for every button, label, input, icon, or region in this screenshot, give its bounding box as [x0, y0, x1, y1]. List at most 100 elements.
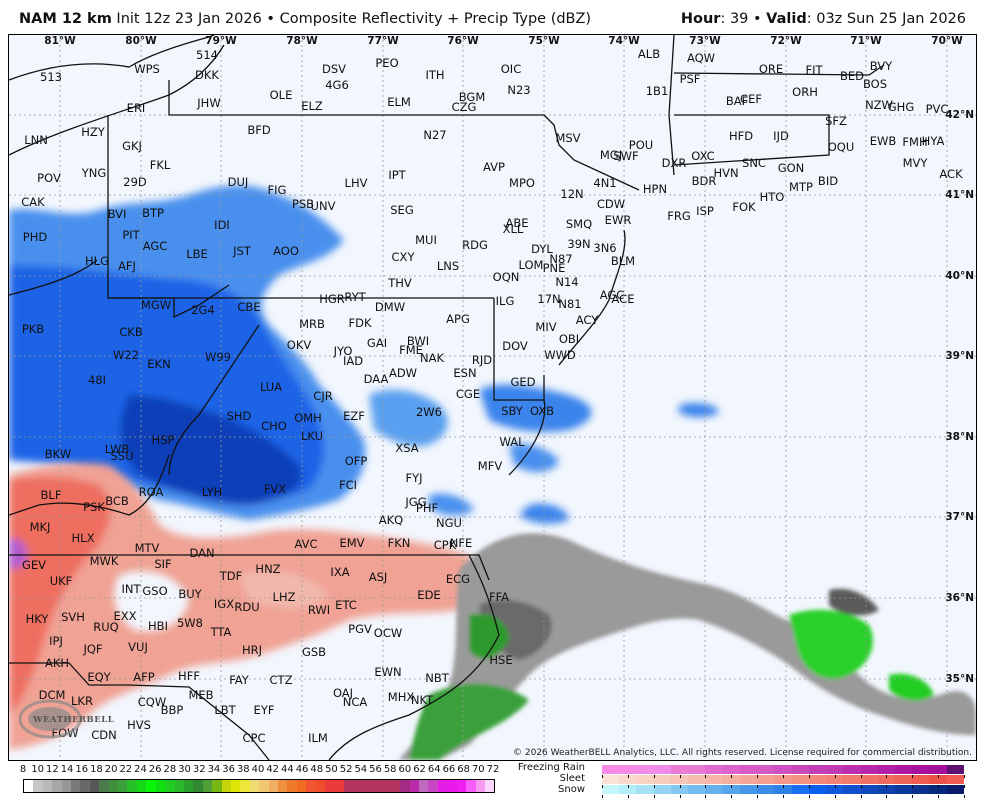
sleet-color-bar: [602, 775, 964, 784]
station-label: PSB: [291, 197, 315, 211]
station-label: HZY: [81, 125, 105, 139]
tick-mark: [679, 785, 681, 788]
sleet-swatch: [860, 775, 878, 784]
station-label: CHO: [261, 419, 287, 433]
snow-swatch: [705, 785, 723, 794]
dbz-tick-label: 72: [486, 764, 500, 775]
lat-label: 36°N: [945, 592, 974, 604]
state-borders: [9, 35, 885, 760]
dbz-tick-label: 36: [222, 764, 235, 775]
freezing-rain-swatch: [894, 765, 913, 774]
dbz-tick-label: 46: [295, 764, 309, 775]
snow-swatch: [774, 785, 792, 794]
dbz-tick-label: 16: [75, 764, 89, 775]
dbz-swatch: [249, 780, 260, 792]
tick-mark: [783, 795, 784, 798]
lon-label: 71°W: [850, 35, 882, 47]
dbz-swatch: [240, 780, 250, 792]
station-label: CPC: [242, 731, 266, 745]
sleet-swatch: [653, 775, 671, 784]
station-label: HBI: [148, 619, 168, 633]
station-label: DAA: [363, 372, 389, 386]
weather-map: 81°W 80°W 79°W 78°W 77°W 76°W 75°W 74°W …: [8, 34, 977, 761]
station-label: W22: [112, 348, 140, 362]
dbz-swatch: [484, 780, 495, 792]
station-label: MUI: [415, 233, 437, 247]
station-label: 2G4: [191, 303, 215, 317]
dbz-tick-label: 28: [163, 764, 177, 775]
dbz-swatch: [372, 780, 382, 792]
dbz-swatch: [428, 780, 438, 792]
sleet-swatch: [894, 775, 913, 784]
station-label: JYO: [333, 344, 353, 358]
station-label: MHX: [387, 690, 415, 704]
station-label: DAN: [189, 546, 215, 560]
model-name: NAM 12 km: [19, 11, 112, 27]
station-label: MEB: [188, 688, 214, 702]
station-label: PNE: [542, 261, 566, 275]
tick-mark: [705, 785, 707, 788]
tick-mark: [653, 795, 655, 798]
station-label: HLG: [85, 254, 109, 268]
station-label: AGC: [142, 239, 168, 253]
dbz-tick-label: 18: [90, 764, 103, 775]
dbz-tick-label: 44: [281, 764, 294, 775]
dbz-swatch: [409, 780, 420, 792]
tick-mark: [679, 795, 681, 798]
tick-mark: [602, 775, 603, 778]
station-label: ALB: [637, 47, 661, 61]
station-label: SBY: [501, 404, 523, 418]
snow-swatch: [688, 785, 706, 794]
freezing-rain-swatch: [860, 765, 878, 774]
station-label: AOO: [273, 244, 299, 258]
lat-label: 40°N: [945, 270, 974, 282]
station-label: CDN: [91, 728, 117, 742]
station-label: ACE: [611, 292, 635, 306]
station-label: BVY: [869, 59, 893, 73]
tick-mark: [653, 775, 655, 778]
station-label: LYH: [201, 485, 223, 499]
dbz-swatch: [212, 780, 222, 792]
station-label: EWB: [869, 134, 897, 148]
tick-mark: [860, 795, 862, 798]
snow-swatch: [860, 785, 878, 794]
dbz-swatch: [155, 780, 166, 792]
dbz-swatch: [80, 780, 90, 792]
station-label: RWI: [307, 603, 331, 617]
station-label: BKW: [44, 447, 72, 461]
sleet-swatch: [722, 775, 740, 784]
station-label: EQY: [87, 670, 111, 684]
dbz-swatch: [42, 780, 53, 792]
snow-swatch: [722, 785, 740, 794]
station-label: SSU: [110, 449, 134, 463]
hour-label: Hour: [680, 11, 721, 27]
freezing-rain-color-bar: [602, 765, 964, 774]
station-label: HNZ: [255, 562, 281, 576]
station-label: JHW: [197, 96, 221, 110]
dbz-swatch: [24, 780, 34, 792]
tick-mark: [964, 795, 965, 798]
snow-area: [9, 185, 719, 524]
tick-mark: [705, 795, 707, 798]
lon-label: 74°W: [608, 35, 640, 47]
station-label: LHV: [344, 176, 368, 190]
tick-mark: [627, 795, 629, 798]
dbz-tick-label: 52: [339, 764, 353, 775]
dbz-swatch: [353, 780, 363, 792]
snow-swatch: [929, 785, 947, 794]
lon-label: 76°W: [447, 35, 479, 47]
dbz-tick-label: 30: [178, 764, 191, 775]
station-label: LWB: [104, 442, 130, 456]
station-label: NFE: [449, 536, 473, 550]
station-label: POU: [628, 138, 654, 152]
station-label: CZG: [451, 100, 477, 114]
valid-value: : 03z Sun 25 Jan 2026: [806, 11, 966, 27]
station-label: ETC: [335, 598, 357, 612]
station-label: WAL: [499, 435, 525, 449]
freezing-rain-swatch: [912, 765, 930, 774]
snow-swatch: [757, 785, 775, 794]
tick-mark: [783, 775, 784, 778]
copyright-notice: © 2026 WeatherBELL Analytics, LLC. All r…: [513, 748, 972, 758]
station-label: 4N1: [593, 176, 617, 190]
weatherbell-logo: WEATHERBELL: [15, 695, 114, 743]
